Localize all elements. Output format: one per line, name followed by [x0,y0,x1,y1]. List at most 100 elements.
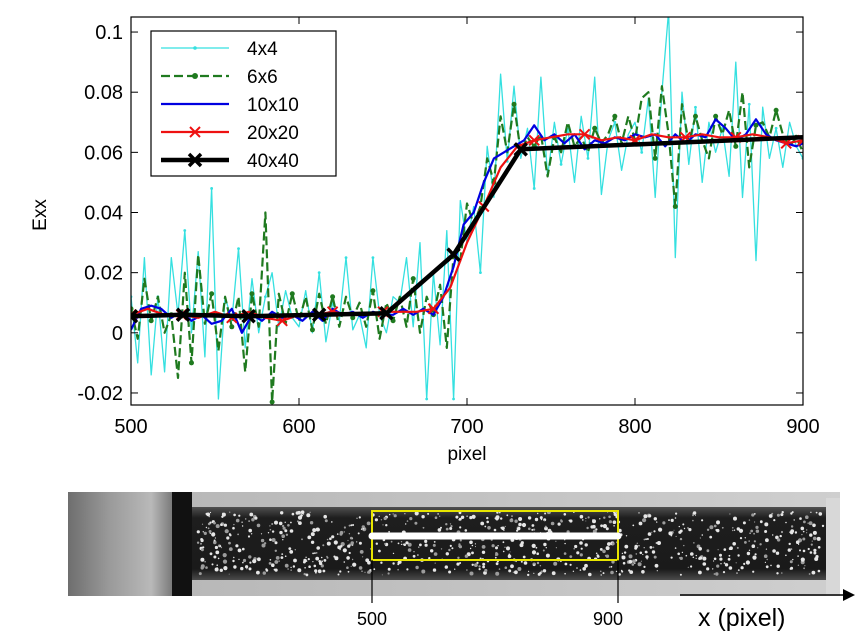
speckle [645,555,649,559]
speckle [300,510,305,514]
speckle [200,542,202,545]
speckle [289,529,294,533]
speckle [771,512,774,515]
speckle [290,569,292,571]
speckle [480,521,485,526]
speckle [224,529,229,534]
speckle [763,554,768,558]
speckle [290,566,292,569]
speckle [599,518,601,520]
speckle [647,532,652,536]
speckle [364,571,366,573]
speckle [242,561,244,564]
speckle [715,572,719,576]
speckle [498,568,501,570]
speckle [415,565,419,570]
speckle [213,555,217,559]
data-point [446,247,461,262]
speckle [482,562,486,566]
speckle [424,543,428,547]
speckle [800,557,805,562]
speckle [287,568,289,570]
speckle [502,541,505,544]
speckle [297,568,302,573]
speckle [533,572,535,574]
speckle [458,518,461,521]
speckle [471,514,476,519]
speckle [440,548,443,550]
speckle [815,555,819,559]
speckle [805,515,809,519]
speckle [573,547,575,550]
speckle [432,568,437,572]
speckle [576,551,580,555]
speckle [775,551,780,555]
specimen-image: 500 900 x (pixel) [68,492,855,632]
speckle [504,525,506,527]
speckle [759,543,762,546]
speckle [233,565,237,569]
speckle [221,515,224,518]
speckle [267,532,270,534]
speckle [587,516,590,519]
speckle [384,542,387,545]
speckle [378,549,381,553]
speckle [228,547,233,551]
speckle [481,550,486,554]
x-axis-label: pixel [447,444,486,465]
speckle [510,564,514,569]
speckle [657,542,660,545]
speckle [314,552,316,554]
speckle [209,511,212,514]
speckle [516,529,519,532]
speckle [281,534,286,538]
speckle [240,566,244,571]
speckle [309,511,311,513]
speckle [501,526,505,531]
speckle [692,556,695,559]
speckle [222,553,227,558]
speckle [584,563,588,568]
speckle [229,511,231,513]
speckle [605,527,609,531]
data-point [733,143,739,149]
speckle [588,572,592,577]
speckle [514,570,518,575]
speckle [698,570,702,575]
speckle [220,546,223,549]
speckle [643,547,645,549]
speckle [639,551,643,555]
speckle [366,521,371,526]
speckle [274,520,278,525]
speckle [200,566,204,570]
speckle [500,517,503,520]
speckle-pattern [196,510,825,577]
data-point [371,256,375,260]
series-line-6x6 [131,85,803,404]
speckle [208,516,210,518]
speckle [673,529,675,531]
speckle [579,569,582,571]
speckle [256,523,261,528]
speckle [521,522,527,528]
speckle [211,532,216,537]
speckle [611,542,615,546]
data-point [183,229,187,232]
speckle [752,555,757,560]
speckle [613,512,617,517]
speckle [808,573,811,575]
speckle [574,544,578,549]
data-point [210,187,214,190]
speckle [729,546,733,550]
speckle [648,514,652,518]
speckle [802,537,806,541]
speckle [534,517,539,522]
speckle [352,524,355,526]
speckle [644,550,648,554]
speckle [247,535,251,538]
speckle [334,556,339,561]
data-point [379,306,394,321]
speckle [387,567,391,571]
speckle [641,570,645,574]
speckle [682,523,685,526]
